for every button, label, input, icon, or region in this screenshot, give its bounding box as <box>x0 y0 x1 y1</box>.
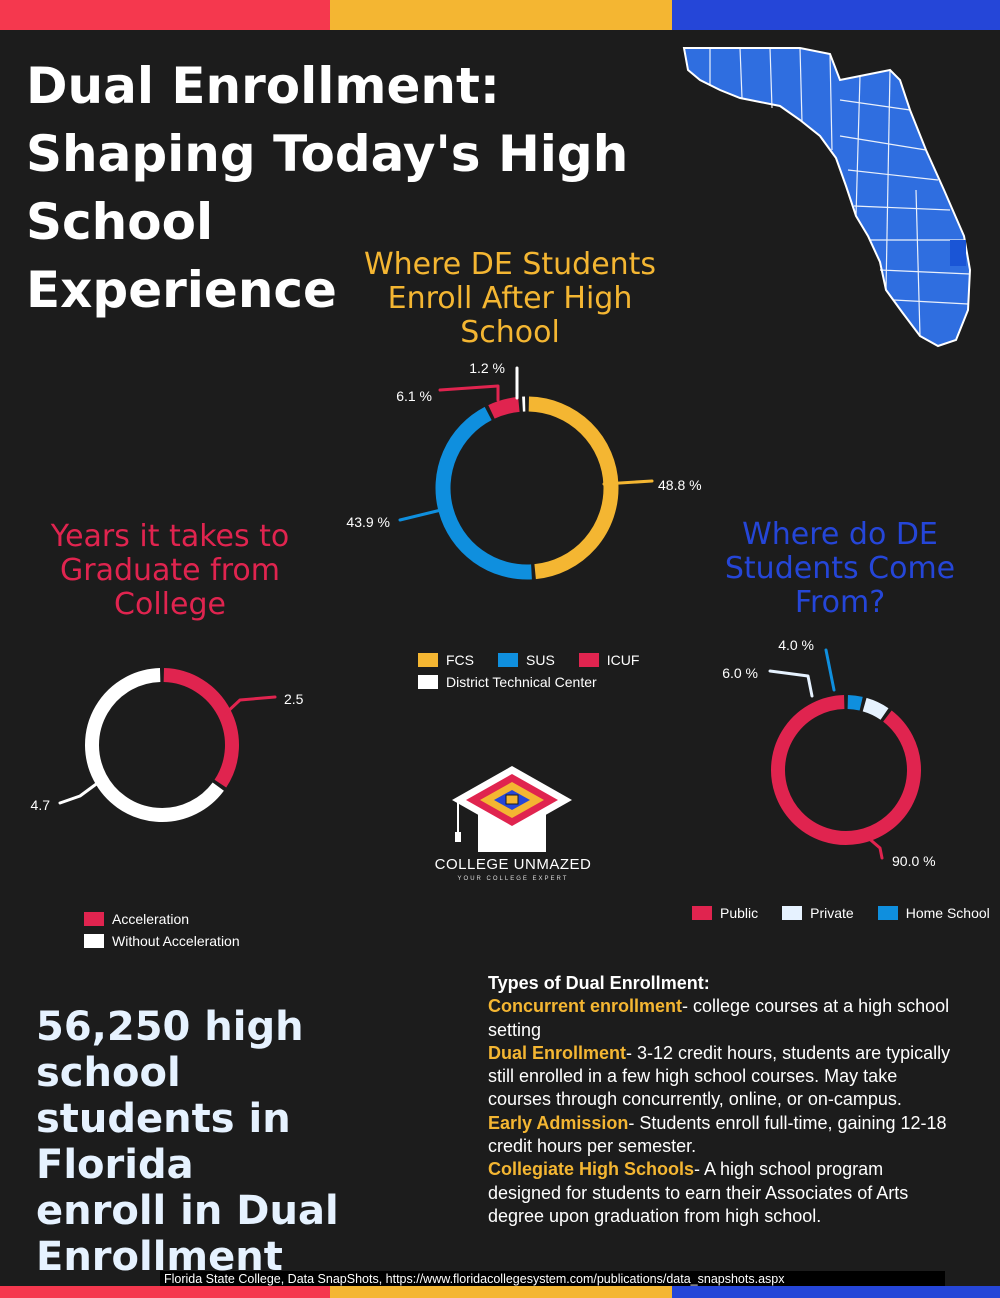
donut-slice <box>443 414 531 572</box>
stat-line: students in Florida <box>36 1096 456 1188</box>
legend-label: FCS <box>446 652 474 668</box>
enrollment-stat: 56,250 high school students in Florida e… <box>36 1004 456 1280</box>
leader-line <box>826 650 834 690</box>
legend-enroll-after: FCS SUS ICUF District Technical Center <box>418 652 678 692</box>
legend-item: ICUF <box>579 652 640 668</box>
legend-label: Private <box>810 905 854 921</box>
legend-label: Home School <box>906 905 990 921</box>
donut-slice <box>848 702 861 704</box>
legend-swatch <box>692 906 712 920</box>
leader-line <box>60 782 99 803</box>
leader-line <box>440 386 498 400</box>
legend-label: Public <box>720 905 758 921</box>
donut-slice <box>529 404 611 572</box>
legend-swatch <box>418 653 438 667</box>
legend-item: SUS <box>498 652 555 668</box>
donut-slice <box>865 705 885 714</box>
leader-line <box>225 697 275 714</box>
data-label: 43.9 % <box>346 514 390 530</box>
legend-swatch <box>579 653 599 667</box>
type-term: Collegiate High Schools <box>488 1159 694 1179</box>
graduation-cap-logo-icon <box>450 764 574 856</box>
legend-swatch <box>84 934 104 948</box>
donut-slice <box>92 675 218 815</box>
legend-item: District Technical Center <box>418 674 597 690</box>
legend-swatch <box>878 906 898 920</box>
legend-label: District Technical Center <box>446 674 597 690</box>
data-label: 48.8 % <box>658 477 702 493</box>
type-item: Concurrent enrollment- college courses a… <box>488 995 958 1042</box>
donut-slice <box>491 404 518 411</box>
type-item: Collegiate High Schools- A high school p… <box>488 1158 958 1228</box>
bottom-color-bar-red <box>0 1286 330 1298</box>
legend-label: Acceleration <box>112 911 189 927</box>
stat-line: enroll in Dual <box>36 1188 456 1234</box>
data-label: 4.7 <box>31 797 51 813</box>
donut-slice <box>164 675 232 784</box>
legend-swatch <box>498 653 518 667</box>
types-heading: Types of Dual Enrollment: <box>488 972 958 995</box>
legend-swatch <box>84 912 104 926</box>
leader-line <box>400 510 441 520</box>
legend-item: Home School <box>878 905 990 921</box>
donut-slice <box>778 702 914 838</box>
data-label: 1.2 % <box>469 360 505 376</box>
type-term: Dual Enrollment <box>488 1043 626 1063</box>
legend-item: Public <box>692 905 758 921</box>
donut-chart: 90.0 % 6.0 % 4.0 % <box>722 637 935 869</box>
stat-line: 56,250 high school <box>36 1004 456 1096</box>
legend-come-from: Public Private Home School <box>692 905 1000 923</box>
type-term: Concurrent enrollment <box>488 996 682 1016</box>
data-label: 4.0 % <box>778 637 814 653</box>
type-item: Early Admission- Students enroll full-ti… <box>488 1112 958 1159</box>
donut-chart: 2.5 4.7 <box>31 675 304 815</box>
legend-item: Private <box>782 905 854 921</box>
source-citation: Florida State College, Data SnapShots, h… <box>160 1271 945 1287</box>
legend-item: FCS <box>418 652 474 668</box>
data-label: 90.0 % <box>892 853 936 869</box>
legend-years-graduate: Acceleration Without Acceleration <box>84 911 304 951</box>
legend-label: SUS <box>526 652 555 668</box>
logo-name: COLLEGE UNMAZED <box>420 856 606 873</box>
legend-item: Without Acceleration <box>84 933 240 949</box>
legend-label: ICUF <box>607 652 640 668</box>
data-label: 2.5 <box>284 691 304 707</box>
bottom-color-bar-blue <box>672 1286 1000 1298</box>
legend-label: Without Acceleration <box>112 933 240 949</box>
type-term: Early Admission <box>488 1113 628 1133</box>
bottom-color-bar-gold <box>330 1286 672 1298</box>
type-item: Dual Enrollment- 3-12 credit hours, stud… <box>488 1042 958 1112</box>
legend-swatch <box>782 906 802 920</box>
data-label: 6.1 % <box>396 388 432 404</box>
data-label: 6.0 % <box>722 665 758 681</box>
logo-tagline: YOUR COLLEGE EXPERT <box>420 876 606 882</box>
legend-item: Acceleration <box>84 911 189 927</box>
legend-swatch <box>418 675 438 689</box>
types-of-dual-enrollment: Types of Dual Enrollment: Concurrent enr… <box>488 972 958 1228</box>
donut-chart: 48.8 % 43.9 % 6.1 % 1.2 % <box>346 360 701 572</box>
leader-line <box>770 671 812 696</box>
